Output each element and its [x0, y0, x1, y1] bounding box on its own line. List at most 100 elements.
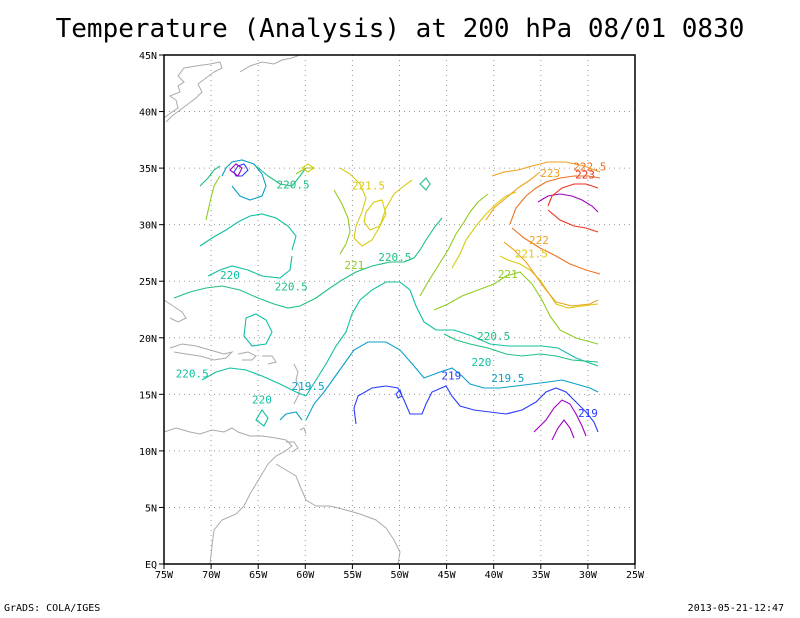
contour-line — [173, 217, 443, 309]
y-tick-label: 25N — [139, 277, 157, 288]
contour-line — [295, 167, 314, 175]
contour-label: 222.5 — [573, 160, 606, 173]
y-tick-label: 5N — [145, 503, 157, 514]
contour-line — [199, 165, 221, 187]
contour-line — [305, 281, 599, 397]
y-tick-label: 45N — [139, 51, 157, 62]
coastline-segment — [169, 343, 234, 361]
contour-line — [233, 163, 249, 177]
contour-line — [419, 193, 489, 297]
x-tick-label: 40W — [485, 570, 504, 581]
x-tick-label: 65W — [249, 570, 268, 581]
contour-labels: 220.5 221.5223222.5223222221.5221221220.5… — [176, 160, 607, 420]
footer-timestamp: 2013-05-21-12:47 — [687, 603, 784, 614]
contour-line — [353, 385, 599, 433]
x-tick-label: 60W — [296, 570, 315, 581]
x-tick-label: 50W — [390, 570, 409, 581]
x-tick-label: 75W — [155, 570, 174, 581]
contour-line — [451, 191, 517, 269]
x-tick-label: 35W — [532, 570, 551, 581]
contour-label: 221 — [344, 259, 364, 272]
y-tick-label: 30N — [139, 221, 157, 232]
contour-label: 221.5 — [515, 247, 548, 260]
contour-line — [491, 161, 601, 177]
coastline-segment — [299, 427, 307, 435]
coastline-segment — [262, 355, 277, 365]
x-tick-label: 45W — [438, 570, 457, 581]
contour-line — [551, 419, 575, 441]
contour-label: 219.5 — [491, 372, 524, 385]
contour-label: 220.5 — [477, 330, 510, 343]
contour-line — [301, 163, 315, 173]
contour-line — [229, 163, 243, 177]
contour-line — [547, 209, 599, 233]
contour-line — [533, 399, 587, 437]
coastline-segment — [163, 61, 223, 123]
footer-credit: GrADS: COLA/IGES — [4, 603, 101, 614]
contour-label: 219.5 — [292, 380, 325, 393]
coastline-segment — [239, 54, 301, 73]
plot-frame — [163, 54, 636, 565]
contour-label: 220 — [252, 393, 272, 406]
coastline — [163, 54, 401, 565]
contour-label: 219 — [441, 370, 461, 383]
y-tick-label: EQ — [145, 560, 157, 571]
contour-line — [333, 189, 351, 255]
contour-line — [243, 313, 273, 347]
contour-label: 220.5 — [275, 280, 308, 293]
contour-line — [221, 159, 267, 201]
contour-line — [279, 411, 303, 421]
coastline-segment — [286, 441, 299, 453]
contour-line — [199, 213, 297, 251]
contour-line — [207, 255, 293, 279]
y-tick-label: 20N — [139, 334, 157, 345]
contour-line — [537, 193, 599, 213]
x-tick-label: 55W — [343, 570, 362, 581]
x-tick-label: 70W — [202, 570, 221, 581]
contour-label: 223 — [575, 168, 595, 181]
contour-line — [485, 171, 541, 221]
contour-line — [305, 341, 599, 421]
chart-title: Temperature (Analysis) at 200 hPa 08/01 … — [55, 14, 745, 44]
contour-line — [433, 271, 599, 345]
y-tick-label: 15N — [139, 390, 157, 401]
contour-label: 221.5 — [352, 180, 385, 193]
x-tick-label: 30W — [579, 570, 598, 581]
contour-lines — [173, 159, 601, 441]
contour-label: 220 — [472, 356, 492, 369]
contour-line — [547, 183, 599, 207]
contour-line — [511, 227, 601, 275]
contour-line — [509, 175, 601, 225]
contour-line — [395, 388, 403, 399]
contour-label: 221 — [498, 268, 518, 281]
contour-label: 220 — [220, 269, 240, 282]
contour-label: 222 — [529, 234, 549, 247]
x-tick-label: 25W — [626, 570, 645, 581]
contour-line — [499, 255, 599, 309]
contour-line — [363, 199, 387, 231]
coastline-segment — [275, 463, 401, 565]
contour-label: 220.5 — [176, 367, 209, 380]
coastline-segment — [237, 351, 257, 361]
axes: 75W 70W 65W 60W 55W 50W 45W 40W 35W 30W 25W EQ 5N 10N… — [139, 51, 645, 581]
contour-line — [201, 367, 307, 397]
contour-label: 219 — [578, 407, 598, 420]
contour-label: 223 — [540, 167, 560, 180]
contour-line — [255, 409, 269, 427]
contour-line — [443, 333, 599, 363]
coastline-segment — [163, 299, 187, 323]
contour-label: 220.5 — [378, 251, 411, 264]
contour-line — [503, 241, 599, 307]
y-tick-label: 35N — [139, 164, 157, 175]
contour-line — [255, 165, 307, 187]
coastline-segment — [163, 427, 293, 565]
y-tick-label: 40N — [139, 108, 157, 119]
contour-label: 220.5 — [276, 178, 309, 191]
grid-lines — [164, 55, 635, 564]
contour-line — [205, 175, 221, 221]
contour-line — [339, 167, 413, 247]
y-tick-label: 10N — [139, 447, 157, 458]
coastline-segment — [293, 363, 301, 405]
contour-line — [419, 177, 431, 191]
